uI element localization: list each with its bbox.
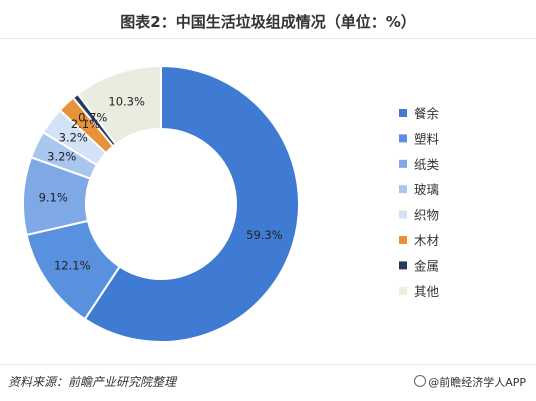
slice-4-value-label: 3.2% bbox=[47, 150, 76, 164]
donut-slices bbox=[22, 64, 300, 343]
legend-swatch-1 bbox=[399, 109, 407, 117]
legend-label-1: 餐余 bbox=[414, 106, 440, 121]
footer-divider bbox=[0, 364, 536, 365]
legend-label-8: 其他 bbox=[414, 284, 440, 299]
legend-swatch-5 bbox=[399, 210, 407, 219]
legend-label-5: 织物 bbox=[414, 208, 439, 223]
legend-swatch-8 bbox=[399, 286, 407, 295]
legend-label-6: 木材 bbox=[414, 233, 439, 248]
legend-swatch-2 bbox=[399, 134, 407, 143]
app-logo-icon bbox=[414, 375, 427, 387]
legend-swatch-4 bbox=[399, 185, 407, 194]
slice-3-value-label: 9.1% bbox=[39, 191, 68, 205]
credit-line: @前瞻经济学人APP bbox=[414, 374, 526, 390]
slice-1-value-label: 59.3% bbox=[246, 228, 283, 242]
slice-labels: 59.3%12.1%9.1%3.2%3.2%2.1%0.7%10.3% bbox=[39, 95, 283, 273]
slice-8-value-label: 10.3% bbox=[108, 95, 145, 109]
slice-1-arc bbox=[83, 64, 300, 343]
slice-2-value-label: 12.1% bbox=[54, 259, 91, 273]
slice-8-arc bbox=[76, 64, 162, 146]
legend-label-7: 金属 bbox=[414, 258, 439, 273]
slice-5-value-label: 3.2% bbox=[59, 131, 88, 145]
slice-7-value-label: 0.7% bbox=[78, 111, 107, 125]
legend-label-3: 纸类 bbox=[414, 157, 440, 172]
legend-label-4: 玻璃 bbox=[414, 182, 439, 197]
slice-6-value-label: 2.1% bbox=[71, 117, 100, 131]
legend-swatch-3 bbox=[399, 159, 407, 168]
data-source: 资料来源：前瞻产业研究院整理 bbox=[8, 375, 177, 389]
legend-swatch-6 bbox=[399, 236, 407, 244]
credit-text: 前瞻经济学人APP bbox=[439, 376, 526, 389]
legend-swatch-7 bbox=[399, 261, 407, 270]
chart-title: 图表2：中国生活垃圾组成情况（单位：%） bbox=[120, 13, 416, 31]
title-divider bbox=[0, 38, 536, 39]
legend-label-2: 塑料 bbox=[414, 131, 440, 146]
